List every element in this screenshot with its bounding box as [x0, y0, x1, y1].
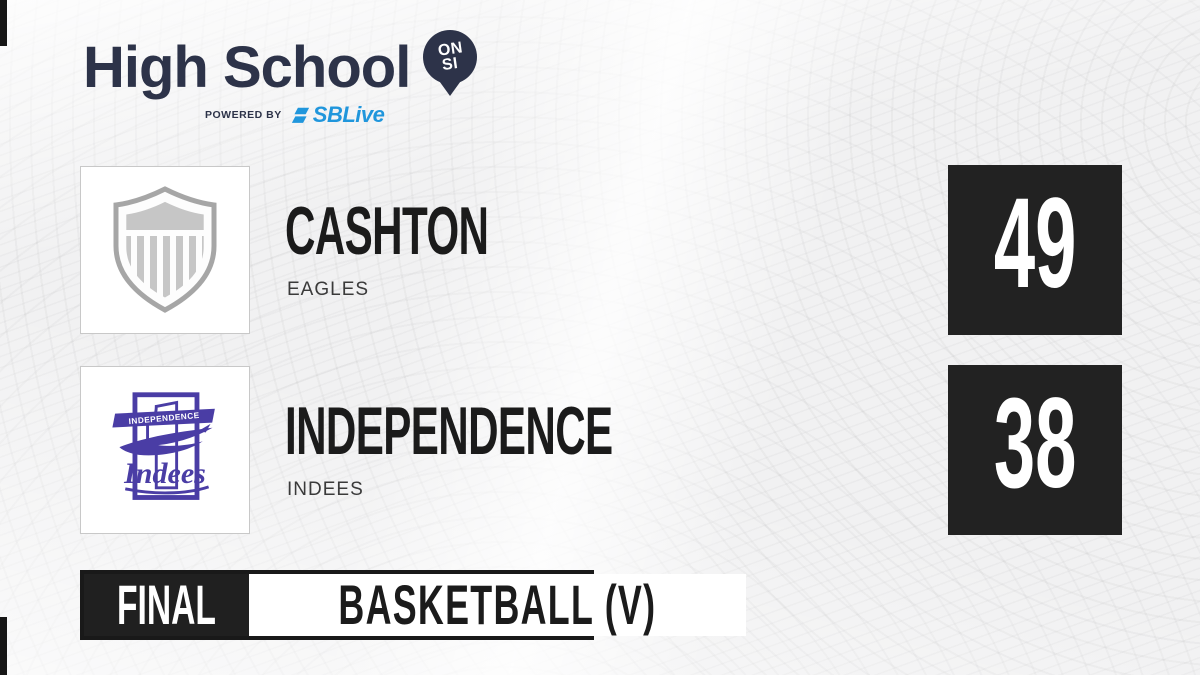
result-bar: FINAL BASKETBALL (V) [80, 570, 746, 640]
left-edge-bar-top [0, 0, 7, 46]
cashton-logo-box [80, 166, 250, 334]
independence-indees-logo: INDEPENDENCE Indees [112, 392, 215, 500]
independence-score-box: 38 [948, 365, 1122, 535]
team-mascot-eagles: EAGLES [287, 279, 370, 300]
final-status-label: FINAL [116, 573, 216, 636]
high-school-logo-text: High School [83, 35, 411, 101]
brand-header: High School ON SI POWERED BY SBLive [83, 30, 478, 128]
cashton-shield-placeholder-icon [113, 186, 217, 313]
cashton-score-box: 49 [948, 165, 1122, 335]
sblive-bolt-icon [291, 107, 309, 123]
sblive-logo: SBLive [291, 102, 385, 128]
independence-score: 38 [993, 372, 1077, 515]
team-name-cashton: CASHTON [285, 193, 489, 269]
event-label: BASKETBALL (V) [338, 573, 657, 636]
sblive-wordmark: SBLive [312, 102, 385, 127]
powered-by-row: POWERED BY SBLive [205, 102, 477, 128]
on-si-pin-icon: ON SI [423, 30, 478, 102]
team-mascot-indees: INDEES [287, 479, 364, 500]
independence-logo-box: INDEPENDENCE Indees [80, 366, 250, 534]
pin-tail [437, 78, 464, 96]
pin-circle: ON SI [423, 30, 478, 84]
cashton-score: 49 [993, 172, 1077, 315]
powered-by-label: POWERED BY [205, 109, 282, 121]
team-name-independence: INDEPENDENCE [285, 393, 613, 469]
pin-text-si: SI [441, 54, 460, 75]
indees-script-text: Indees [123, 457, 206, 490]
left-edge-bar-bottom [0, 617, 7, 675]
event-segment: BASKETBALL (V) [248, 573, 746, 636]
final-status-segment: FINAL [84, 574, 249, 636]
